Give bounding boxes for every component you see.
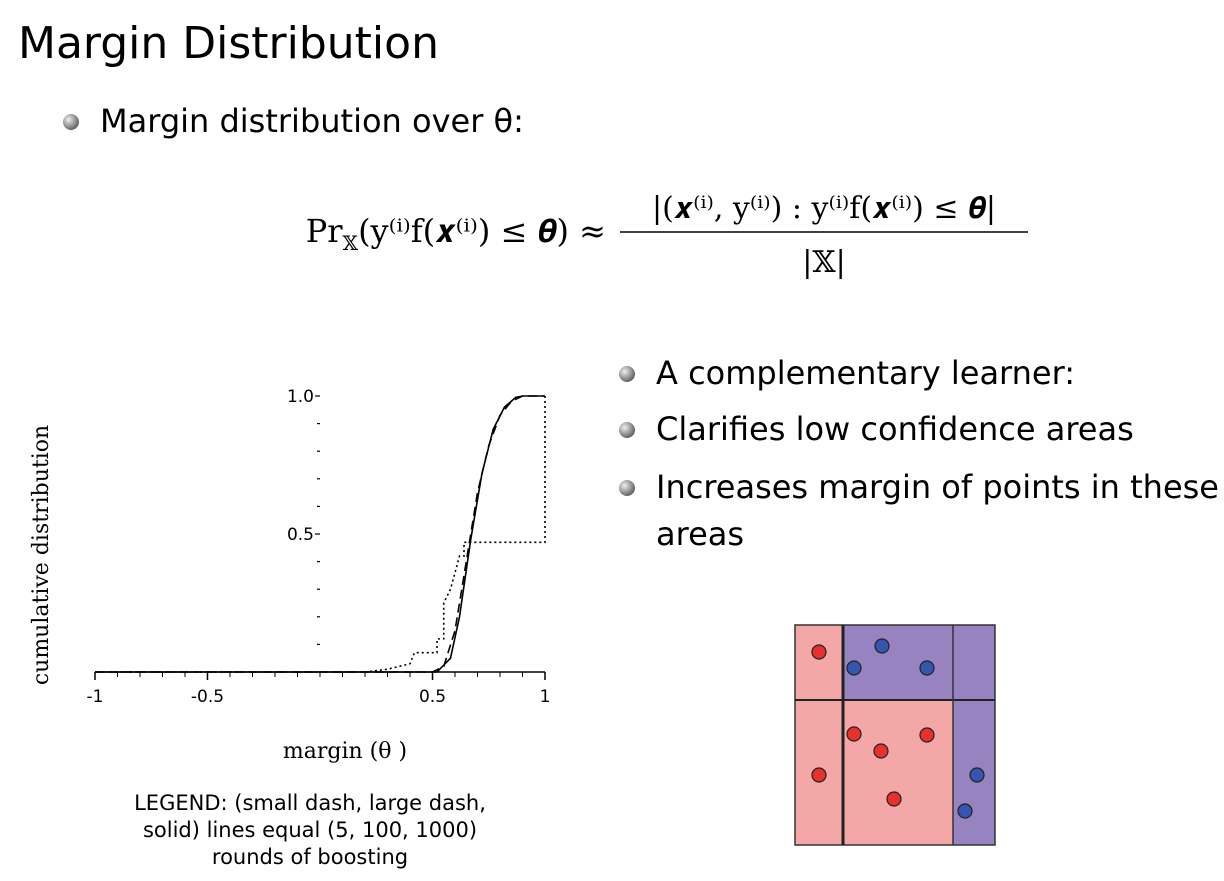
y-tick-label: 0.5 — [287, 525, 314, 545]
bullet-icon — [619, 480, 635, 496]
x-tick-label: -0.5 — [191, 687, 224, 707]
chart: margin (θ ) cumulative distribution -1 -0… — [29, 387, 550, 869]
bullet-icon — [619, 422, 635, 438]
border — [794, 624, 996, 846]
bullet-list: A complementary learner: Clarifies low co… — [619, 354, 1219, 553]
x-tick-label: 0.5 — [419, 687, 446, 707]
point — [846, 660, 862, 676]
points — [811, 638, 985, 819]
point — [919, 727, 935, 743]
legend-caption: LEGEND: (small dash, large dash, — [134, 791, 486, 815]
formula-sub: 𝕏 — [343, 231, 359, 255]
point — [873, 743, 889, 759]
series-line — [95, 395, 545, 673]
y-tick-label: 1.0 — [287, 387, 314, 407]
formula-denominator: |𝕏| — [802, 245, 846, 280]
x-tick-label: 1 — [540, 687, 551, 707]
formula-part: Pr — [306, 212, 344, 250]
x-tick-label: -1 — [87, 687, 104, 707]
bullet-icon — [63, 114, 79, 130]
region — [843, 625, 953, 700]
x-axis-label: margin (θ ) — [283, 739, 407, 764]
point — [957, 803, 973, 819]
point — [919, 660, 935, 676]
point — [886, 791, 902, 807]
point — [874, 638, 890, 654]
formula-lhs: Pr𝕏(y⁽ⁱ⁾f(𝒙⁽ⁱ⁾) ≤ 𝜽) ≈ — [306, 212, 606, 255]
region — [843, 700, 953, 845]
series-line — [95, 395, 545, 673]
formula-part: (y⁽ⁱ⁾f(𝒙⁽ⁱ⁾) ≤ 𝜽) ≈ — [358, 212, 606, 250]
formula-numerator: |(𝒙⁽ⁱ⁾, y⁽ⁱ⁾) : y⁽ⁱ⁾f(𝒙⁽ⁱ⁾) ≤ 𝜽| — [652, 191, 996, 226]
point — [969, 767, 985, 783]
legend-caption: rounds of boosting — [212, 845, 408, 869]
bullet-text: Clarifies low confidence areas — [656, 410, 1134, 448]
intro-bullet: Margin distribution over θ: — [100, 102, 524, 140]
point — [811, 767, 827, 783]
partition-diagram — [794, 624, 996, 846]
legend-caption: solid) lines equal (5, 100, 1000) — [143, 818, 477, 842]
region — [795, 625, 843, 845]
bullet-text: A complementary learner: — [656, 354, 1075, 392]
bullet-icon — [619, 366, 635, 382]
bullet-text: Increases margin of points in these — [656, 468, 1219, 506]
y-axis-label: cumulative distribution — [29, 425, 54, 685]
title: Margin Distribution — [18, 18, 439, 69]
point — [811, 644, 827, 660]
bullet-text: areas — [656, 515, 744, 553]
point — [846, 726, 862, 742]
